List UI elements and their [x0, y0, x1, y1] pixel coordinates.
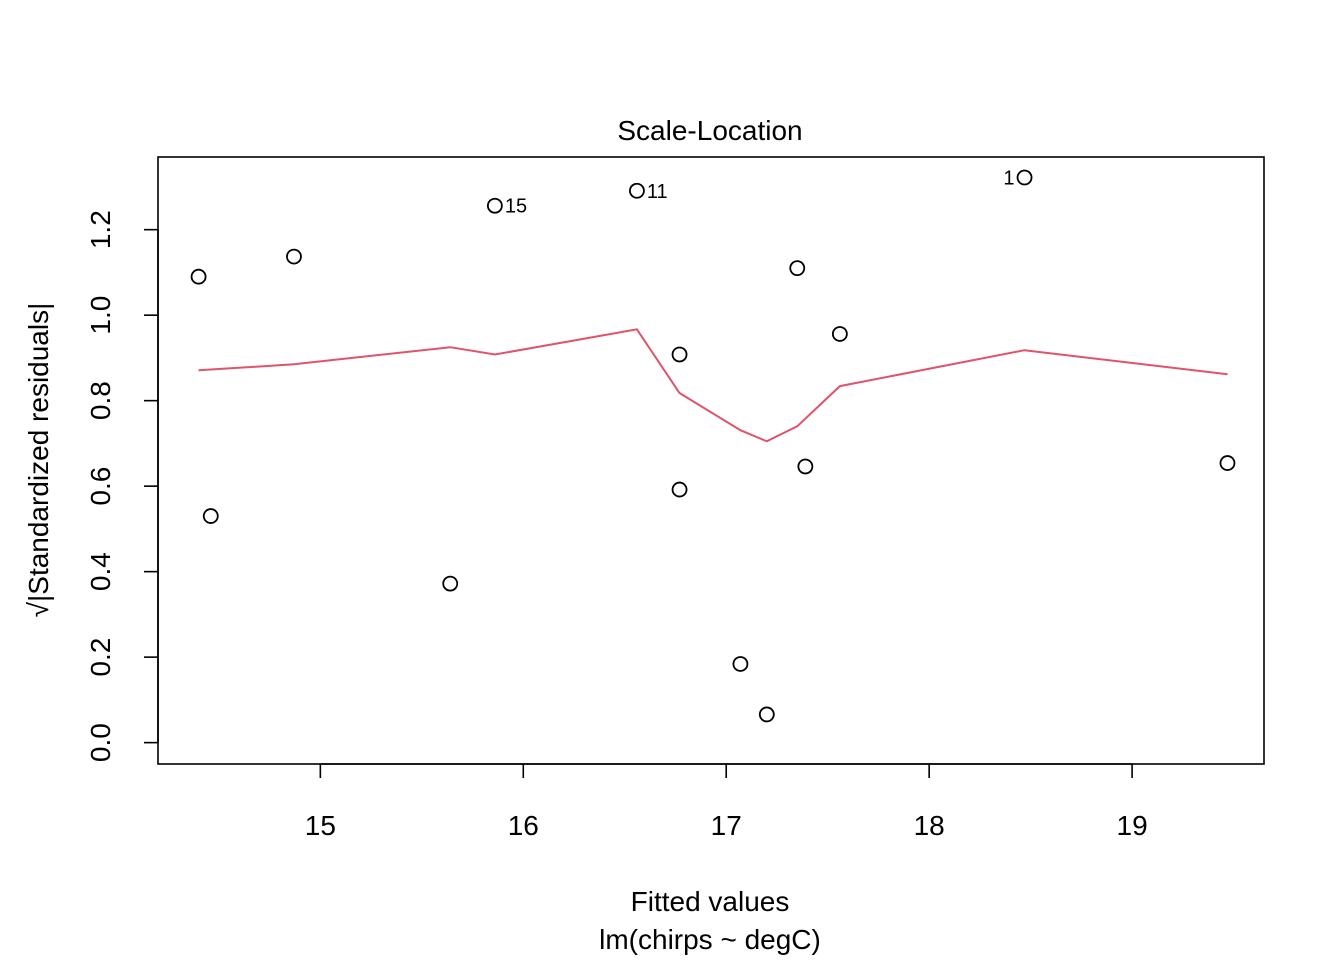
data-point — [797, 458, 814, 475]
data-point — [190, 268, 207, 285]
x-axis-title: Fitted values — [631, 886, 790, 917]
y-axis: 0.0 0.2 0.4 0.6 0.8 1.0 1.2 — [85, 210, 159, 762]
plot-frame — [157, 156, 1265, 765]
smooth-line — [198, 328, 1228, 443]
chart-title: Scale-Location — [617, 115, 802, 146]
data-point — [286, 248, 302, 265]
x-tick-label: 16 — [508, 810, 539, 841]
x-tick-label: 17 — [711, 810, 742, 841]
smooth-line-group — [198, 328, 1228, 443]
data-point — [442, 575, 459, 592]
data-point — [671, 481, 688, 498]
data-point — [671, 346, 688, 363]
y-axis-title: √|Standardized residuals| — [23, 303, 54, 618]
y-tick-label: 0.0 — [85, 723, 116, 762]
data-point — [629, 182, 645, 199]
y-tick-label: 0.2 — [85, 638, 116, 677]
data-point — [758, 706, 775, 723]
x-tick-label: 18 — [914, 810, 945, 841]
x-tick-label: 15 — [305, 810, 336, 841]
x-tick-label: 19 — [1117, 810, 1148, 841]
point-label: 15 — [505, 196, 527, 218]
data-point — [831, 326, 848, 342]
point-label: 1 — [1003, 168, 1014, 190]
x-axis-subtitle: lm(chirps ~ degC) — [599, 924, 821, 955]
y-tick-label: 0.8 — [85, 381, 116, 420]
y-tick-label: 0.6 — [85, 467, 116, 506]
x-axis: 15 16 17 18 19 — [305, 763, 1148, 841]
data-point — [1219, 455, 1236, 471]
point-label: 11 — [647, 181, 668, 203]
y-tick-label: 1.0 — [85, 296, 116, 335]
data-point — [1016, 169, 1033, 186]
data-point — [202, 508, 219, 524]
data-point — [486, 197, 503, 214]
data-point — [732, 656, 749, 672]
y-tick-label: 0.4 — [85, 552, 116, 591]
data-point — [789, 260, 806, 277]
y-tick-label: 1.2 — [85, 210, 116, 249]
